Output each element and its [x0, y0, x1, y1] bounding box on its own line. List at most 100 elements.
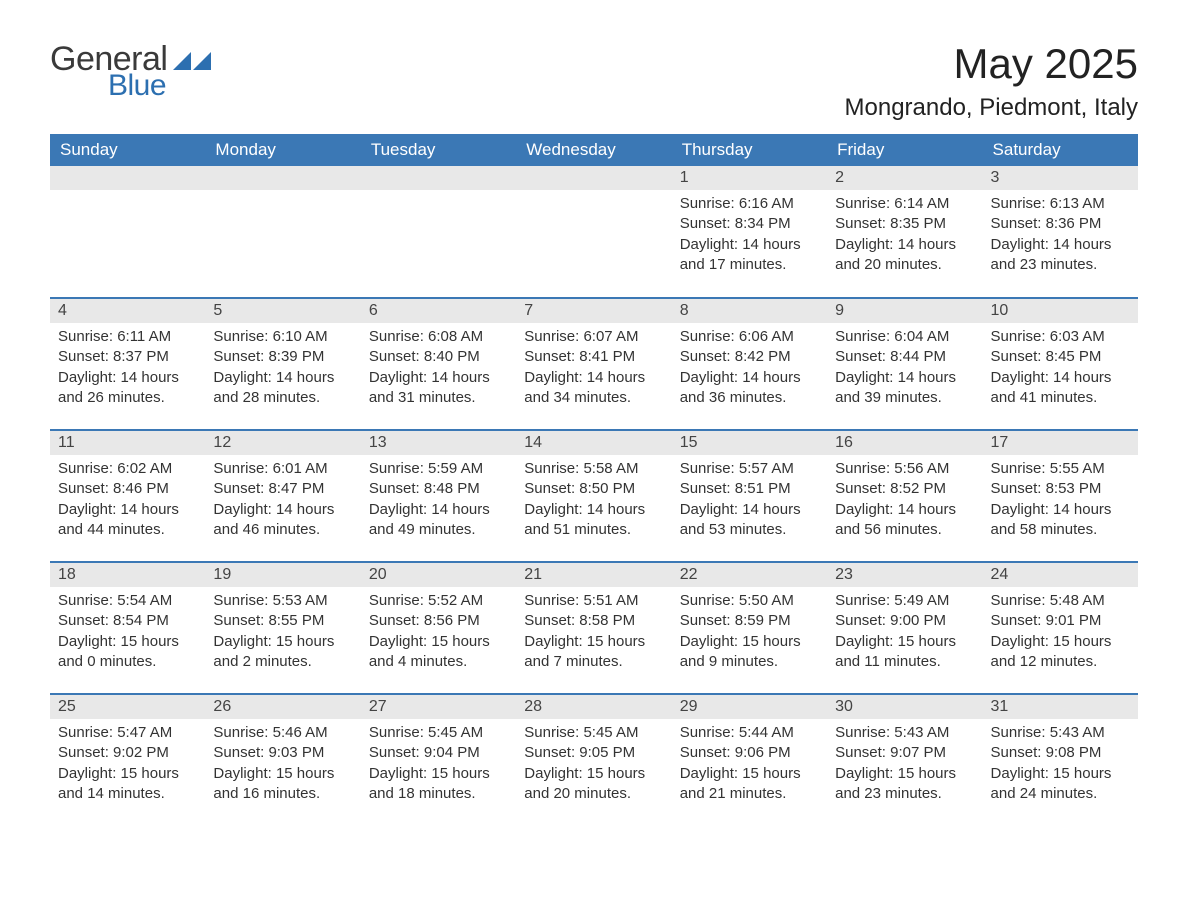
day-details: Sunrise: 5:45 AMSunset: 9:05 PMDaylight:…	[516, 719, 671, 812]
day-details: Sunrise: 6:11 AMSunset: 8:37 PMDaylight:…	[50, 323, 205, 416]
calendar-cell: 20Sunrise: 5:52 AMSunset: 8:56 PMDayligh…	[361, 562, 516, 694]
month-title: May 2025	[845, 40, 1139, 88]
sunset-line: Sunset: 8:56 PM	[369, 611, 508, 631]
sunset-line: Sunset: 8:47 PM	[213, 479, 352, 499]
sunrise-line: Sunrise: 6:03 AM	[991, 327, 1130, 347]
weekday-header: Thursday	[672, 134, 827, 166]
sunrise-line: Sunrise: 6:01 AM	[213, 459, 352, 479]
sunset-line: Sunset: 8:40 PM	[369, 347, 508, 367]
daylight-line: Daylight: 14 hours and 51 minutes.	[524, 500, 663, 541]
sunrise-line: Sunrise: 5:46 AM	[213, 723, 352, 743]
calendar-body: 1Sunrise: 6:16 AMSunset: 8:34 PMDaylight…	[50, 166, 1138, 826]
day-number: 12	[205, 431, 360, 455]
daylight-line: Daylight: 14 hours and 36 minutes.	[680, 368, 819, 409]
calendar-cell: 19Sunrise: 5:53 AMSunset: 8:55 PMDayligh…	[205, 562, 360, 694]
day-number: 27	[361, 695, 516, 719]
sunset-line: Sunset: 8:41 PM	[524, 347, 663, 367]
sunset-line: Sunset: 9:06 PM	[680, 743, 819, 763]
daylight-line: Daylight: 15 hours and 20 minutes.	[524, 764, 663, 805]
day-details: Sunrise: 5:56 AMSunset: 8:52 PMDaylight:…	[827, 455, 982, 548]
sunrise-line: Sunrise: 5:43 AM	[991, 723, 1130, 743]
calendar-cell: 13Sunrise: 5:59 AMSunset: 8:48 PMDayligh…	[361, 430, 516, 562]
day-details: Sunrise: 5:51 AMSunset: 8:58 PMDaylight:…	[516, 587, 671, 680]
sunrise-line: Sunrise: 6:08 AM	[369, 327, 508, 347]
sunrise-line: Sunrise: 6:07 AM	[524, 327, 663, 347]
day-details: Sunrise: 5:54 AMSunset: 8:54 PMDaylight:…	[50, 587, 205, 680]
day-number	[50, 166, 205, 190]
daylight-line: Daylight: 14 hours and 17 minutes.	[680, 235, 819, 276]
day-number: 8	[672, 299, 827, 323]
sunrise-line: Sunrise: 5:55 AM	[991, 459, 1130, 479]
daylight-line: Daylight: 14 hours and 20 minutes.	[835, 235, 974, 276]
calendar-cell	[205, 166, 360, 298]
calendar-cell: 14 Sunrise: 5:58 AMSunset: 8:50 PMDayligh…	[516, 430, 671, 562]
calendar-cell: 27Sunrise: 5:45 AMSunset: 9:04 PMDayligh…	[361, 694, 516, 826]
daylight-line: Daylight: 15 hours and 12 minutes.	[991, 632, 1130, 673]
daylight-line: Daylight: 14 hours and 31 minutes.	[369, 368, 508, 409]
sunset-line: Sunset: 9:07 PM	[835, 743, 974, 763]
sunset-line: Sunset: 8:46 PM	[58, 479, 197, 499]
daylight-line: Daylight: 14 hours and 39 minutes.	[835, 368, 974, 409]
day-details: Sunrise: 6:07 AMSunset: 8:41 PMDaylight:…	[516, 323, 671, 416]
day-details: Sunrise: 6:01 AMSunset: 8:47 PMDaylight:…	[205, 455, 360, 548]
brand-triangle-icon	[173, 48, 211, 75]
sunset-line: Sunset: 8:54 PM	[58, 611, 197, 631]
daylight-line: Daylight: 14 hours and 34 minutes.	[524, 368, 663, 409]
sunrise-line: Sunrise: 6:06 AM	[680, 327, 819, 347]
calendar-cell: 24Sunrise: 5:48 AMSunset: 9:01 PMDayligh…	[983, 562, 1138, 694]
calendar-cell: 26Sunrise: 5:46 AMSunset: 9:03 PMDayligh…	[205, 694, 360, 826]
sunrise-line: Sunrise: 6:11 AM	[58, 327, 197, 347]
sunset-line: Sunset: 8:50 PM	[524, 479, 663, 499]
calendar-cell: 9Sunrise: 6:04 AMSunset: 8:44 PMDaylight…	[827, 298, 982, 430]
daylight-line: Daylight: 15 hours and 2 minutes.	[213, 632, 352, 673]
daylight-line: Daylight: 15 hours and 4 minutes.	[369, 632, 508, 673]
daylight-line: Daylight: 15 hours and 0 minutes.	[58, 632, 197, 673]
day-details: Sunrise: 5:50 AMSunset: 8:59 PMDaylight:…	[672, 587, 827, 680]
sunrise-line: Sunrise: 6:14 AM	[835, 194, 974, 214]
daylight-line: Daylight: 14 hours and 28 minutes.	[213, 368, 352, 409]
day-details: Sunrise: 6:10 AMSunset: 8:39 PMDaylight:…	[205, 323, 360, 416]
sunset-line: Sunset: 8:53 PM	[991, 479, 1130, 499]
daylight-line: Daylight: 14 hours and 44 minutes.	[58, 500, 197, 541]
sunrise-line: Sunrise: 5:59 AM	[369, 459, 508, 479]
calendar-cell: 29Sunrise: 5:44 AMSunset: 9:06 PMDayligh…	[672, 694, 827, 826]
daylight-line: Daylight: 15 hours and 7 minutes.	[524, 632, 663, 673]
day-details: Sunrise: 5:53 AMSunset: 8:55 PMDaylight:…	[205, 587, 360, 680]
calendar-cell: 31Sunrise: 5:43 AMSunset: 9:08 PMDayligh…	[983, 694, 1138, 826]
day-number: 23	[827, 563, 982, 587]
day-details: Sunrise: 6:08 AMSunset: 8:40 PMDaylight:…	[361, 323, 516, 416]
day-number: 25	[50, 695, 205, 719]
sunset-line: Sunset: 9:01 PM	[991, 611, 1130, 631]
day-number: 1	[672, 166, 827, 190]
day-details: Sunrise: 6:02 AMSunset: 8:46 PMDaylight:…	[50, 455, 205, 548]
day-number: 3	[983, 166, 1138, 190]
daylight-line: Daylight: 14 hours and 53 minutes.	[680, 500, 819, 541]
calendar-cell: 7Sunrise: 6:07 AMSunset: 8:41 PMDaylight…	[516, 298, 671, 430]
day-details: Sunrise: 5:52 AMSunset: 8:56 PMDaylight:…	[361, 587, 516, 680]
day-details: Sunrise: 6:06 AMSunset: 8:42 PMDaylight:…	[672, 323, 827, 416]
calendar-cell: 21Sunrise: 5:51 AMSunset: 8:58 PMDayligh…	[516, 562, 671, 694]
sunset-line: Sunset: 8:51 PM	[680, 479, 819, 499]
day-number: 9	[827, 299, 982, 323]
sunset-line: Sunset: 8:55 PM	[213, 611, 352, 631]
sunrise-line: Sunrise: 5:58 AM	[524, 459, 663, 479]
calendar-cell: 10Sunrise: 6:03 AMSunset: 8:45 PMDayligh…	[983, 298, 1138, 430]
day-number: 10	[983, 299, 1138, 323]
day-number: 14	[516, 431, 671, 455]
day-number: 26	[205, 695, 360, 719]
sunrise-line: Sunrise: 6:04 AM	[835, 327, 974, 347]
daylight-line: Daylight: 14 hours and 58 minutes.	[991, 500, 1130, 541]
day-number: 2	[827, 166, 982, 190]
day-number: 18	[50, 563, 205, 587]
weekday-header: Saturday	[983, 134, 1138, 166]
day-number	[205, 166, 360, 190]
sunset-line: Sunset: 8:58 PM	[524, 611, 663, 631]
day-number	[361, 166, 516, 190]
calendar-cell: 12Sunrise: 6:01 AMSunset: 8:47 PMDayligh…	[205, 430, 360, 562]
calendar-cell: 11Sunrise: 6:02 AMSunset: 8:46 PMDayligh…	[50, 430, 205, 562]
sunset-line: Sunset: 9:03 PM	[213, 743, 352, 763]
calendar-row: 25Sunrise: 5:47 AMSunset: 9:02 PMDayligh…	[50, 694, 1138, 826]
day-number: 7	[516, 299, 671, 323]
title-block: May 2025 Mongrando, Piedmont, Italy	[845, 40, 1139, 122]
weekday-header: Monday	[205, 134, 360, 166]
